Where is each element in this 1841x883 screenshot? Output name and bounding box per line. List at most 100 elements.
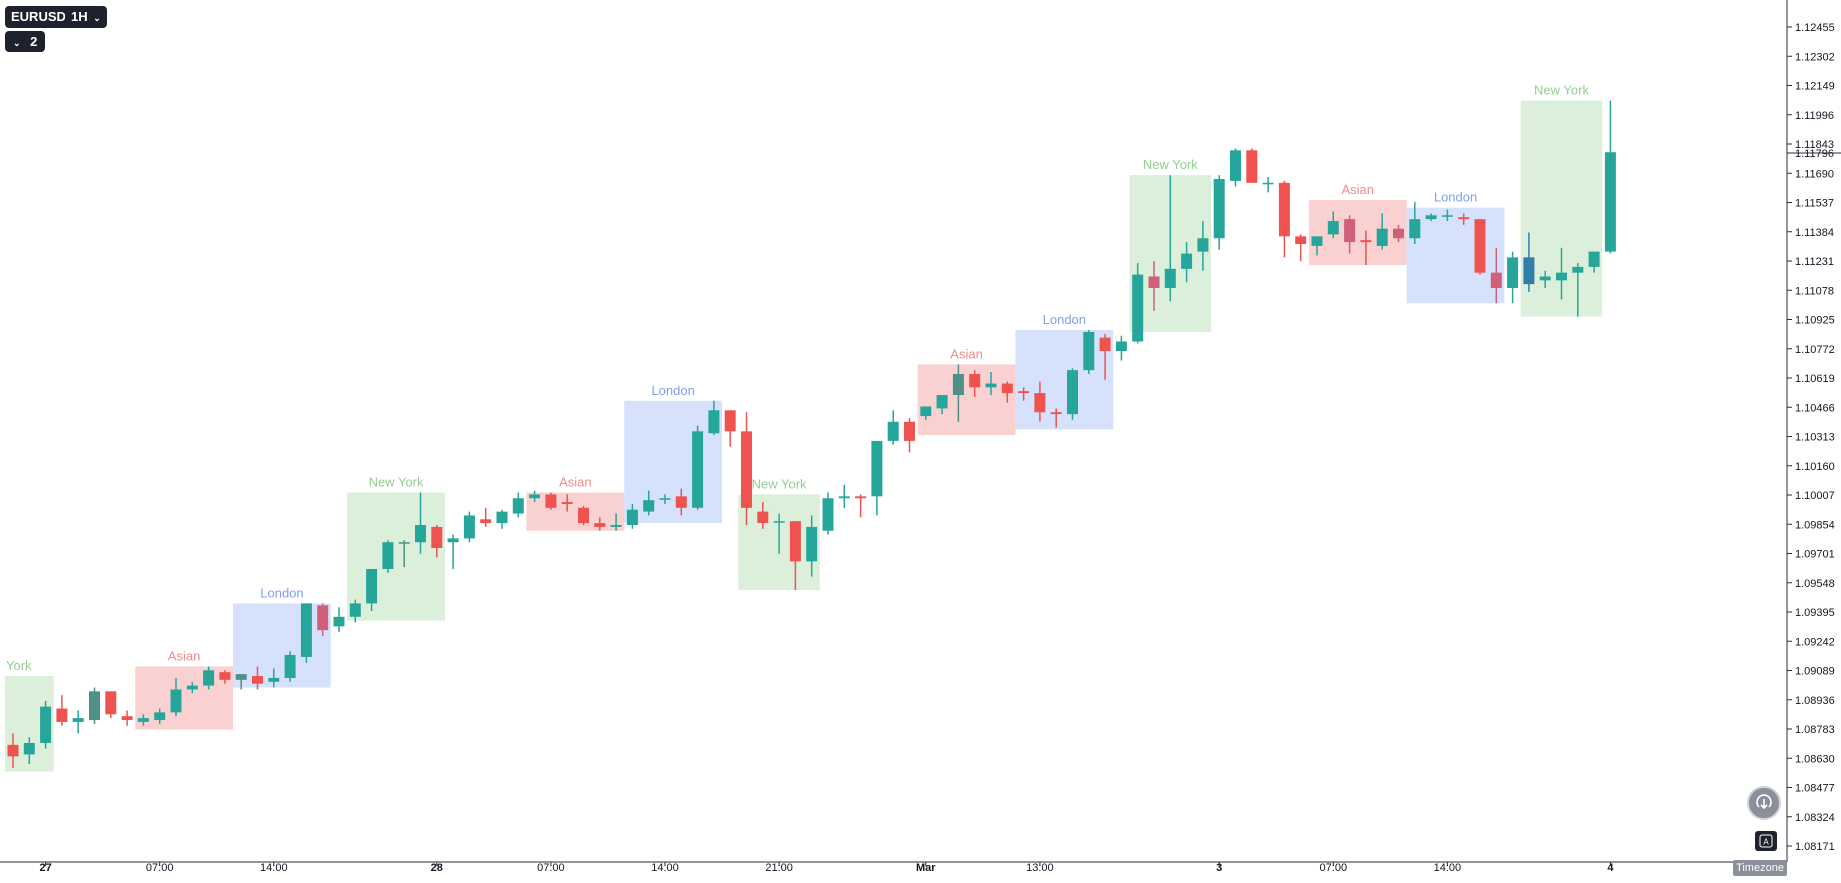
candle: [545, 492, 557, 510]
candle: [773, 513, 785, 554]
time-tick-label: 07:00: [1320, 862, 1348, 874]
price-tick-label: 1.10313: [1795, 432, 1835, 444]
candle: [806, 515, 818, 577]
candle: [675, 488, 687, 516]
candle: [1148, 261, 1160, 311]
candle: [398, 540, 410, 568]
candle: [1213, 175, 1225, 250]
price-tick-label: 1.10160: [1795, 461, 1835, 473]
candle: [1327, 211, 1339, 239]
session-box-asian: Asian: [1308, 182, 1407, 266]
session-label: Asian: [559, 475, 592, 490]
candle: [578, 505, 589, 526]
auto-scale-button[interactable]: A: [1755, 831, 1777, 851]
candle: [838, 484, 850, 508]
candle-body: [1018, 391, 1030, 394]
candle: [985, 372, 997, 396]
candle: [300, 603, 312, 663]
candle: [431, 525, 443, 558]
candle: [789, 521, 801, 591]
candle: [480, 507, 492, 527]
candle-body: [512, 498, 524, 514]
candle-body: [252, 676, 263, 684]
price-tick-label: 1.09395: [1795, 607, 1835, 619]
interval-label: 1H: [71, 9, 88, 24]
candle-body: [284, 655, 296, 678]
time-tick-label: 14:00: [260, 862, 288, 874]
session-label: York: [6, 658, 32, 673]
symbol-button[interactable]: EURUSD: [5, 6, 72, 28]
candle: [1556, 247, 1567, 300]
candle-body: [431, 526, 443, 548]
candle: [366, 568, 378, 612]
candle: [741, 412, 752, 526]
candle: [1050, 408, 1062, 428]
candle: [23, 737, 35, 764]
candle: [1588, 251, 1600, 273]
candle: [1164, 175, 1176, 302]
session-rect: [526, 492, 625, 531]
candle: [235, 674, 247, 690]
candle: [659, 494, 671, 504]
candle-body: [1115, 341, 1127, 352]
candle: [1604, 100, 1616, 254]
timezone-button[interactable]: Timezone: [1733, 860, 1787, 876]
session-label: Asian: [950, 346, 983, 361]
candle: [1376, 213, 1388, 250]
time-axis[interactable]: 27 07:00 14:00 28 07:00 14:00 21:00 Mar 13:00 3 07…: [39, 862, 1614, 874]
candle: [121, 710, 133, 726]
candle-body: [855, 496, 867, 499]
reset-chart-button[interactable]: [1747, 786, 1781, 820]
session-rect: [1015, 330, 1114, 430]
price-tick-label: 1.11078: [1795, 285, 1834, 297]
candle: [1311, 236, 1323, 256]
candle: [594, 517, 606, 531]
candle: [40, 700, 52, 749]
candle: [349, 599, 361, 623]
candles-layer: [7, 100, 1616, 768]
candle-body: [822, 498, 834, 531]
candle-body: [496, 511, 508, 524]
candle-body: [724, 410, 736, 432]
price-tick-label: 1.11843: [1795, 139, 1834, 151]
time-tick-label: 4: [1607, 862, 1614, 874]
candle-body: [480, 519, 492, 524]
price-tick-label: 1.08630: [1795, 753, 1835, 765]
candle-body: [1001, 383, 1013, 394]
candle: [317, 603, 329, 636]
candle-body: [1409, 219, 1421, 239]
candle-body: [1376, 228, 1388, 246]
candle: [1262, 177, 1274, 193]
candle-body: [349, 603, 361, 617]
candle: [7, 733, 19, 768]
session-rect: [1406, 207, 1505, 304]
time-tick-label: 28: [431, 862, 443, 874]
session-box-newyork: New York: [347, 475, 445, 621]
candle-body: [137, 718, 149, 722]
price-tick-label: 1.11690: [1795, 168, 1834, 180]
candle-body: [789, 521, 801, 562]
candle-body: [806, 526, 818, 562]
candle: [1099, 333, 1111, 380]
candle-body: [1067, 370, 1078, 415]
price-tick-label: 1.11537: [1795, 198, 1834, 210]
candle-body: [1246, 150, 1258, 183]
candle: [1083, 330, 1095, 374]
candle-body: [643, 500, 655, 512]
candle: [284, 651, 296, 682]
candle-body: [952, 373, 964, 396]
candle-body: [1393, 228, 1404, 239]
indicators-toggle-button[interactable]: ⌄ 2: [5, 31, 46, 52]
session-rect: [1308, 200, 1407, 266]
candle-body: [969, 373, 981, 388]
candle: [1360, 230, 1372, 266]
candle-body: [904, 421, 915, 441]
price-axis[interactable]: 1.12455 1.12302 1.12149 1.11996 1.11843 1.116…: [1787, 22, 1841, 853]
price-tick-label: 1.12455: [1795, 22, 1835, 34]
interval-button[interactable]: 1H ⌄: [65, 6, 107, 28]
candle: [1295, 234, 1307, 262]
session-rect: [917, 364, 1016, 436]
candle: [1344, 215, 1356, 254]
